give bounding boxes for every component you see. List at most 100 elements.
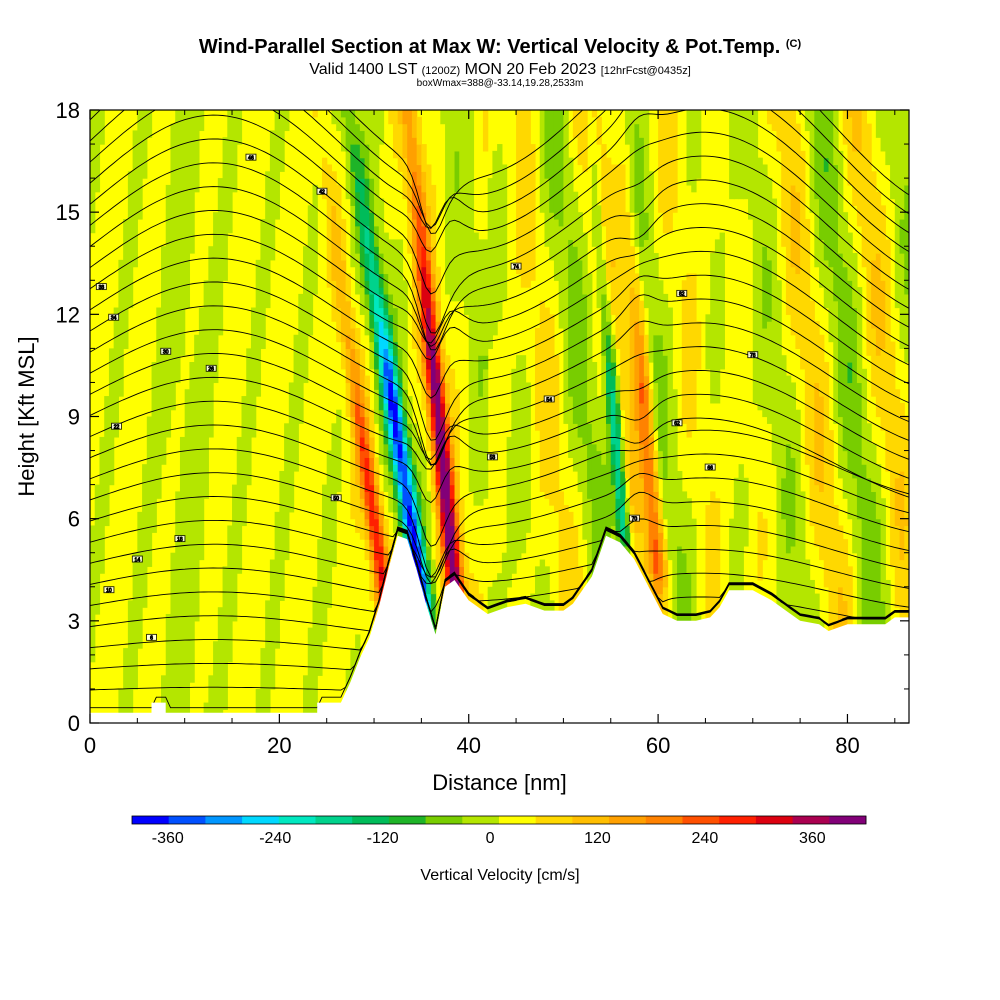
theta-contour <box>348 110 909 234</box>
valid-zulu: (1200Z) <box>421 65 461 77</box>
contour-label-bg <box>676 289 688 297</box>
velocity-cell <box>397 382 404 397</box>
velocity-cell <box>397 402 404 411</box>
velocity-cell <box>146 110 153 138</box>
velocity-cell <box>624 525 631 547</box>
velocity-cell <box>378 396 385 411</box>
velocity-cell <box>421 246 427 268</box>
velocity-cell <box>435 382 441 445</box>
velocity-cell <box>383 314 389 329</box>
colorbar-swatch <box>168 816 206 824</box>
velocity-cell <box>189 362 195 683</box>
velocity-cell <box>246 348 252 486</box>
velocity-cell <box>658 579 664 595</box>
velocity-cell <box>312 586 318 723</box>
colorbar-tick-label: 120 <box>584 830 611 847</box>
velocity-cell <box>762 246 768 329</box>
velocity-cell <box>766 110 773 125</box>
velocity-cell <box>639 110 645 138</box>
velocity-cell <box>397 348 404 370</box>
velocity-cell <box>411 464 418 479</box>
velocity-cell <box>516 110 522 275</box>
velocity-cell <box>435 518 441 540</box>
velocity-cell <box>435 300 441 322</box>
velocity-cell <box>392 470 399 479</box>
velocity-cell <box>856 382 863 520</box>
velocity-cell <box>104 396 110 527</box>
contour-label-bg <box>160 347 172 355</box>
velocity-cell <box>800 150 806 370</box>
velocity-cell <box>658 532 664 554</box>
colorbar-frame <box>131 815 867 825</box>
velocity-cell <box>123 648 129 723</box>
velocity-cell <box>350 327 356 349</box>
velocity-cell <box>378 287 385 295</box>
velocity-cell <box>814 110 820 200</box>
theta-contour <box>90 138 909 334</box>
velocity-cell <box>397 470 404 486</box>
contour-label-bg <box>628 514 640 522</box>
velocity-cell <box>572 423 579 472</box>
velocity-cell <box>691 110 697 193</box>
contour-label: 22 <box>114 425 120 431</box>
velocity-cell <box>856 287 863 384</box>
velocity-cell <box>606 396 612 424</box>
velocity-cell <box>695 110 702 179</box>
velocity-cell <box>151 362 157 533</box>
velocity-cell <box>814 382 820 486</box>
velocity-cell <box>624 498 631 513</box>
contour-label-bg <box>245 153 257 161</box>
velocity-cell <box>899 253 905 349</box>
velocity-cell <box>340 218 347 261</box>
velocity-cell <box>842 450 849 499</box>
velocity-cell <box>639 402 645 445</box>
velocity-cell <box>383 375 389 397</box>
velocity-cell <box>378 375 385 384</box>
velocity-cell <box>757 511 763 581</box>
velocity-cell <box>369 253 375 295</box>
velocity-cell <box>208 246 214 438</box>
velocity-cell <box>407 470 413 486</box>
velocity-cell <box>861 110 867 268</box>
velocity-cell <box>809 579 815 642</box>
velocity-cell <box>549 212 555 261</box>
velocity-cell <box>615 423 621 438</box>
theta-contour <box>90 110 909 253</box>
velocity-cell <box>421 498 427 527</box>
velocity-cell <box>359 178 366 247</box>
velocity-cell <box>624 511 631 527</box>
velocity-cell <box>123 218 129 349</box>
velocity-cell <box>364 505 370 520</box>
theta-contour <box>90 210 909 347</box>
velocity-cell <box>326 450 333 608</box>
velocity-cell <box>610 375 617 390</box>
velocity-cell <box>634 293 640 322</box>
velocity-cell <box>355 253 361 295</box>
colorbar-tick-label: -240 <box>259 830 291 847</box>
velocity-cell <box>326 164 333 288</box>
velocity-cell <box>610 259 617 268</box>
velocity-cell <box>587 273 593 424</box>
velocity-cell <box>894 477 901 527</box>
velocity-cell <box>388 436 394 445</box>
velocity-cell <box>449 110 456 302</box>
velocity-cell <box>904 416 909 520</box>
velocity-cell <box>426 368 432 384</box>
velocity-cell <box>804 110 811 132</box>
velocity-cell <box>355 123 361 145</box>
velocity-cell <box>430 450 437 465</box>
velocity-cell <box>426 287 432 309</box>
velocity-cell <box>378 409 385 431</box>
velocity-cell <box>161 675 167 723</box>
velocity-cell <box>681 491 688 554</box>
velocity-cell <box>445 416 451 424</box>
velocity-cell <box>658 518 664 533</box>
velocity-cell <box>374 457 380 472</box>
contour-label-bg <box>747 351 759 359</box>
theta-contour <box>90 305 909 465</box>
velocity-cell <box>440 545 446 554</box>
velocity-cell <box>454 566 460 581</box>
velocity-cell <box>729 518 735 608</box>
velocity-cell <box>388 348 394 356</box>
velocity-cell <box>383 552 389 567</box>
